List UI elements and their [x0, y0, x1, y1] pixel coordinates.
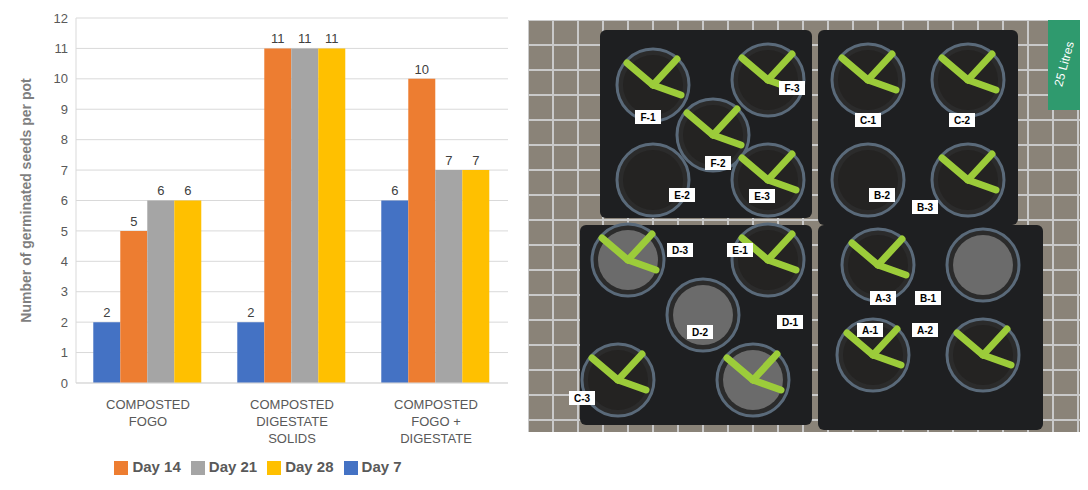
html-text:Day 14: Day 14: [132, 458, 181, 475]
svg-text:B-1: B-1: [920, 293, 937, 304]
svg-text:11: 11: [271, 31, 285, 46]
html-text:Day 21: Day 21: [208, 458, 258, 475]
svg-text:C-2: C-2: [954, 115, 971, 126]
svg-text:F-1: F-1: [641, 112, 656, 123]
svg-text:C-3: C-3: [574, 393, 591, 404]
svg-text:11: 11: [325, 31, 339, 46]
svg-text:D-2: D-2: [692, 327, 709, 338]
html-text:Day 28: Day 28: [285, 458, 334, 475]
svg-text:C-1: C-1: [860, 115, 877, 126]
svg-text:1: 1: [61, 345, 68, 360]
svg-text:2: 2: [247, 305, 254, 320]
svg-text:B-2: B-2: [874, 190, 891, 201]
svg-text:A-2: A-2: [917, 325, 934, 336]
svg-text:4: 4: [61, 254, 68, 269]
svg-text:10: 10: [415, 62, 429, 77]
svg-text:9: 9: [61, 102, 68, 117]
svg-text:F-3: F-3: [785, 83, 800, 94]
svg-text:2: 2: [61, 315, 68, 330]
svg-text:6: 6: [391, 183, 398, 198]
svg-text:A-3: A-3: [875, 293, 892, 304]
svg-text:7: 7: [445, 153, 452, 168]
svg-text:F-2: F-2: [711, 158, 726, 169]
svg-text:COMPOSTEDDIGESTATESOLIDS: COMPOSTEDDIGESTATESOLIDS: [250, 397, 334, 446]
svg-text:0: 0: [61, 376, 68, 391]
svg-text:12: 12: [54, 11, 68, 26]
svg-text:A-1: A-1: [862, 325, 879, 336]
svg-text:5: 5: [130, 214, 137, 229]
svg-text:6: 6: [157, 183, 164, 198]
svg-text:D-1: D-1: [782, 317, 799, 328]
svg-text:E-2: E-2: [674, 190, 690, 201]
svg-text:E-1: E-1: [732, 245, 748, 256]
svg-text:7: 7: [472, 153, 479, 168]
svg-text:10: 10: [54, 71, 68, 86]
svg-text:COMPOSTEDFOGO +DIGESTATE: COMPOSTEDFOGO +DIGESTATE: [394, 397, 478, 446]
svg-text:8: 8: [61, 132, 68, 147]
svg-text:11: 11: [55, 41, 69, 56]
html-text:Day 7: Day 7: [361, 458, 402, 475]
svg-text:E-3: E-3: [754, 191, 770, 202]
svg-text:6: 6: [61, 193, 68, 208]
svg-text:5: 5: [61, 224, 68, 239]
svg-text:25 Litres: 25 Litres: [1051, 40, 1076, 88]
svg-text:7: 7: [61, 163, 68, 178]
svg-text:11: 11: [298, 31, 312, 46]
svg-text:3: 3: [61, 284, 68, 299]
svg-text:2: 2: [103, 305, 110, 320]
svg-text:Number of germinated seeds per: Number of germinated seeds per pot: [18, 78, 34, 323]
svg-text:COMPOSTEDFOGO: COMPOSTEDFOGO: [106, 397, 190, 429]
svg-text:6: 6: [184, 183, 191, 198]
svg-text:D-3: D-3: [672, 245, 689, 256]
svg-text:B-3: B-3: [917, 202, 934, 213]
